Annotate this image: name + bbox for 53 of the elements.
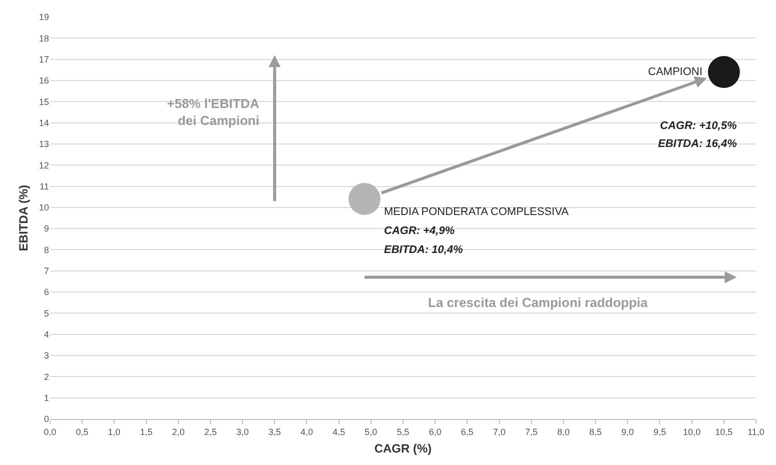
y-tick-label: 17 [38,54,49,64]
x-tick-label: 1,0 [108,426,120,437]
x-tick-label: 0,0 [44,426,56,437]
x-tick-label: 7,5 [525,426,538,437]
y-tick-label: 14 [38,118,49,128]
y-tick-label: 11 [40,181,49,192]
y-tick-label: 18 [38,33,49,44]
x-tick-label: 10,5 [715,426,733,437]
x-tick-label: 3,0 [236,426,249,437]
y-tick-label: 0 [44,414,49,424]
y-tick-label: 13 [38,139,49,150]
annotation: MEDIA PONDERATA COMPLESSIVA [384,206,570,218]
y-tick-label: 1 [44,392,49,403]
annotation: +58% l'EBITDA dei Campioni [167,96,260,128]
y-tick-label: 7 [44,266,49,276]
y-tick-label: 3 [44,350,49,361]
y-tick-label: 9 [44,224,49,234]
x-tick-label: 11,0 [748,426,764,437]
x-tick-label: 7,0 [493,426,506,437]
y-tick-label: 12 [38,160,49,170]
y-tick-label: 2 [44,372,49,382]
y-tick-label: 5 [44,308,49,318]
x-tick-label: 9,0 [621,426,634,437]
y-tick-label: 10 [38,202,49,213]
y-tick-label: 4 [44,330,49,340]
x-tick-label: 5,0 [364,426,378,437]
x-tick-label: 2,5 [204,426,217,437]
x-tick-label: 6,0 [428,426,442,437]
x-tick-label: 8,0 [557,426,570,437]
x-tick-label: 0,5 [76,426,88,437]
annotation: CAMPIONI [648,66,702,78]
x-tick-label: 2,0 [172,426,185,437]
annotation: CAGR: +10,5% [660,120,737,132]
y-tick-label: 15 [38,96,49,107]
x-tick-label: 3,5 [268,426,281,437]
annotation: EBITDA: 16,4% [658,138,738,150]
x-tick-label: 4,5 [332,426,346,437]
x-tick-label: 1,5 [140,426,153,437]
x-tick-label: 10,0 [683,426,701,437]
y-tick-label: 16 [38,76,49,86]
annotation: CAGR: +4,9% [384,225,455,237]
x-axis-title: CAGR (%) [374,442,432,456]
y-tick-label: 19 [38,12,49,22]
x-tick-label: 8,5 [589,426,602,437]
y-tick-label: 6 [44,287,49,298]
x-tick-label: 5,5 [396,426,410,437]
annotation: La crescita dei Campioni raddoppia [428,295,648,310]
x-tick-label: 6,5 [460,426,474,437]
x-tick-label: 4,0 [300,426,313,437]
annotation: EBITDA: 10,4% [384,244,464,256]
y-tick-label: 8 [44,244,49,255]
y-axis-title: EBITDA (%) [16,184,30,252]
x-tick-label: 9,5 [653,426,666,437]
